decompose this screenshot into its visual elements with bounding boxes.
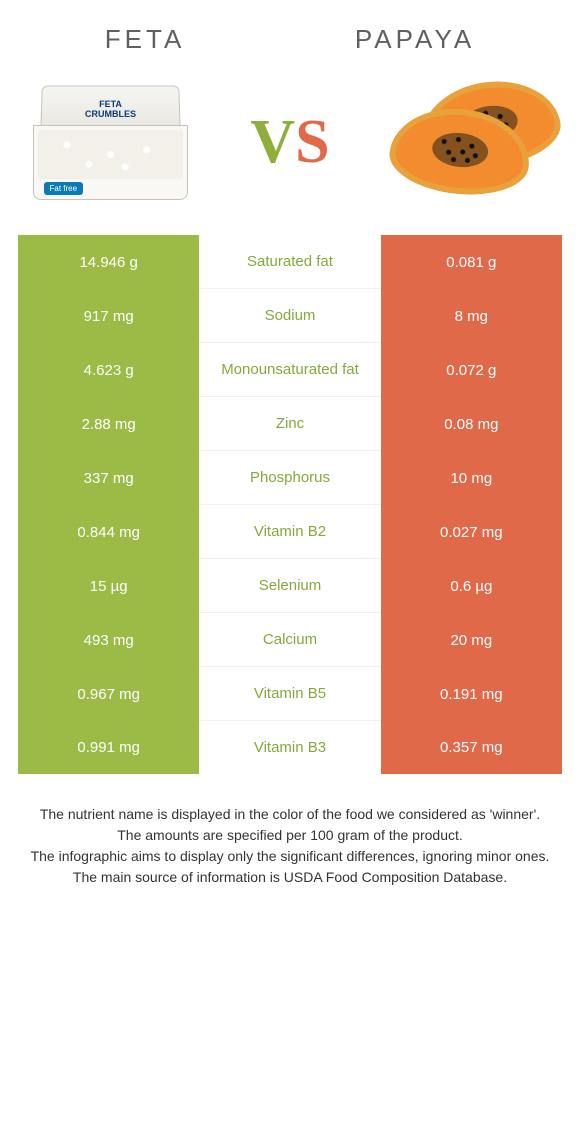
table-row: 0.991 mgVitamin B30.357 mg xyxy=(18,721,562,774)
table-row: 0.967 mgVitamin B50.191 mg xyxy=(18,667,562,721)
left-value-cell: 0.844 mg xyxy=(18,505,199,559)
left-value-cell: 0.967 mg xyxy=(18,667,199,721)
nutrient-name-cell: Vitamin B3 xyxy=(199,721,380,774)
papaya-icon xyxy=(380,82,560,202)
table-row: 15 µgSelenium0.6 µg xyxy=(18,559,562,613)
nutrient-name-cell: Calcium xyxy=(199,613,380,667)
right-value-cell: 0.081 g xyxy=(381,235,562,289)
vs-letter-s: S xyxy=(295,108,329,176)
right-value-cell: 8 mg xyxy=(381,289,562,343)
table-row: 337 mgPhosphorus10 mg xyxy=(18,451,562,505)
left-value-cell: 337 mg xyxy=(18,451,199,505)
right-value-cell: 10 mg xyxy=(381,451,562,505)
nutrient-name-cell: Monounsaturated fat xyxy=(199,343,380,397)
footer-line: The infographic aims to display only the… xyxy=(28,846,552,867)
left-value-cell: 15 µg xyxy=(18,559,199,613)
table-row: 2.88 mgZinc0.08 mg xyxy=(18,397,562,451)
right-value-cell: 0.027 mg xyxy=(381,505,562,559)
right-value-cell: 0.08 mg xyxy=(381,397,562,451)
nutrient-name-cell: Selenium xyxy=(199,559,380,613)
feta-icon: FETACRUMBLES Fat free xyxy=(33,85,188,200)
footer-notes: The nutrient name is displayed in the co… xyxy=(0,774,580,888)
right-food-title: PAPAYA xyxy=(355,24,475,55)
left-value-cell: 917 mg xyxy=(18,289,199,343)
nutrient-name-cell: Vitamin B2 xyxy=(199,505,380,559)
right-value-cell: 20 mg xyxy=(381,613,562,667)
images-row: FETACRUMBLES Fat free VS xyxy=(0,67,580,227)
vs-letter-v: V xyxy=(250,108,295,176)
vs-badge: VS xyxy=(250,107,329,178)
table-row: 14.946 gSaturated fat0.081 g xyxy=(18,235,562,289)
left-value-cell: 0.991 mg xyxy=(18,721,199,774)
nutrient-name-cell: Zinc xyxy=(199,397,380,451)
right-value-cell: 0.357 mg xyxy=(381,721,562,774)
left-food-image: FETACRUMBLES Fat free xyxy=(20,77,200,207)
footer-line: The nutrient name is displayed in the co… xyxy=(28,804,552,825)
footer-line: The amounts are specified per 100 gram o… xyxy=(28,825,552,846)
left-value-cell: 14.946 g xyxy=(18,235,199,289)
table-row: 917 mgSodium8 mg xyxy=(18,289,562,343)
right-value-cell: 0.6 µg xyxy=(381,559,562,613)
nutrient-name-cell: Vitamin B5 xyxy=(199,667,380,721)
nutrient-name-cell: Sodium xyxy=(199,289,380,343)
nutrient-name-cell: Saturated fat xyxy=(199,235,380,289)
left-value-cell: 2.88 mg xyxy=(18,397,199,451)
left-value-cell: 493 mg xyxy=(18,613,199,667)
table-row: 0.844 mgVitamin B20.027 mg xyxy=(18,505,562,559)
comparison-table: 14.946 gSaturated fat0.081 g917 mgSodium… xyxy=(18,235,562,774)
right-food-image xyxy=(380,77,560,207)
table-row: 493 mgCalcium20 mg xyxy=(18,613,562,667)
header-row: FETA PAPAYA xyxy=(0,0,580,67)
right-value-cell: 0.072 g xyxy=(381,343,562,397)
table-row: 4.623 gMonounsaturated fat0.072 g xyxy=(18,343,562,397)
footer-line: The main source of information is USDA F… xyxy=(28,867,552,888)
nutrient-name-cell: Phosphorus xyxy=(199,451,380,505)
left-value-cell: 4.623 g xyxy=(18,343,199,397)
right-value-cell: 0.191 mg xyxy=(381,667,562,721)
left-food-title: FETA xyxy=(105,24,186,55)
